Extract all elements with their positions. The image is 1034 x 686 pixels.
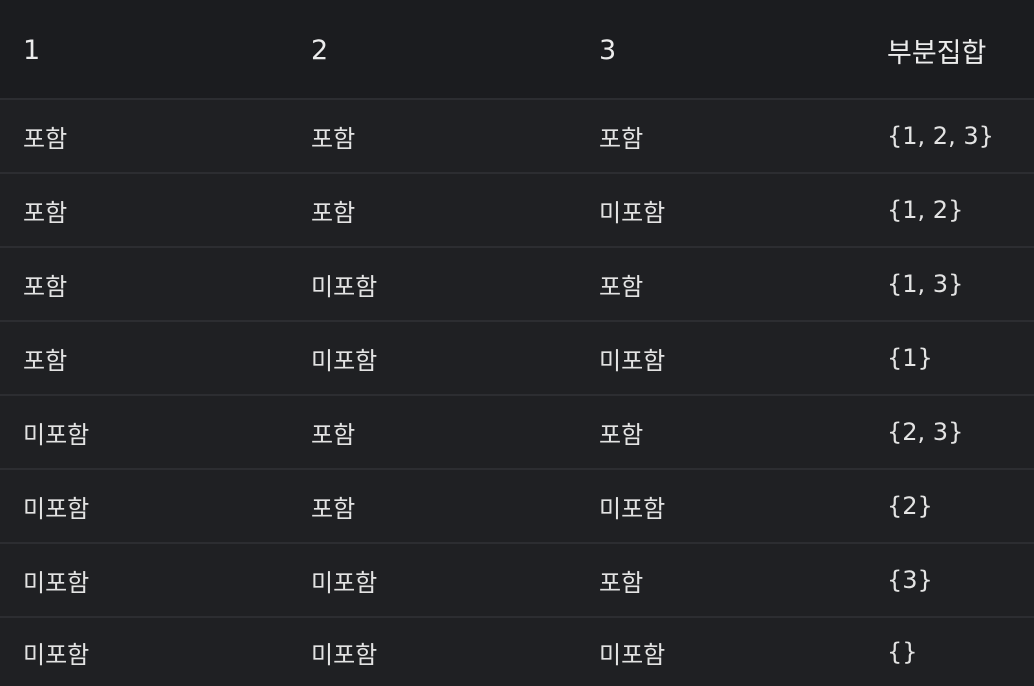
table-cell: 미포함	[23, 494, 90, 523]
header-cell-3: 3	[599, 34, 617, 66]
table-cell: {3}	[887, 566, 933, 594]
table-cell: 미포함	[599, 640, 666, 669]
header-cell-subset: 부분집합	[887, 37, 987, 69]
table-cell: 포함	[599, 420, 644, 449]
table-cell: 포함	[23, 272, 68, 301]
table-cell: 포함	[311, 124, 356, 153]
table-cell: 미포함	[599, 198, 666, 227]
table-row: 미포함 미포함 포함 {3}	[0, 544, 1034, 618]
table-row: 포함 미포함 미포함 {1}	[0, 322, 1034, 396]
table-cell: {1, 2, 3}	[887, 122, 994, 150]
table-cell: 미포함	[311, 346, 378, 375]
table-row: 포함 미포함 포함 {1, 3}	[0, 248, 1034, 322]
table-cell: {1, 2}	[887, 196, 964, 224]
table-cell: 포함	[311, 198, 356, 227]
table-cell: 미포함	[23, 568, 90, 597]
table-cell: {2, 3}	[887, 418, 964, 446]
table-cell: 포함	[23, 346, 68, 375]
table-cell: {}	[887, 638, 918, 666]
table-cell: 미포함	[23, 640, 90, 669]
table-cell: 포함	[599, 272, 644, 301]
table-cell: 미포함	[23, 420, 90, 449]
table-cell: 미포함	[311, 640, 378, 669]
table-cell: 포함	[311, 494, 356, 523]
header-cell-2: 2	[311, 34, 329, 66]
table-cell: 미포함	[311, 272, 378, 301]
table-cell: 포함	[23, 124, 68, 153]
table-cell: 미포함	[599, 346, 666, 375]
table-cell: 포함	[23, 198, 68, 227]
table-cell: {1}	[887, 344, 933, 372]
table-row: 포함 포함 미포함 {1, 2}	[0, 174, 1034, 248]
table-cell: 포함	[311, 420, 356, 449]
table-cell: 포함	[599, 568, 644, 597]
table-row: 포함 포함 포함 {1, 2, 3}	[0, 100, 1034, 174]
table-cell: {2}	[887, 492, 933, 520]
table-cell: 미포함	[311, 568, 378, 597]
table-header-row: 1 2 3 부분집합	[0, 0, 1034, 100]
table-cell: {1, 3}	[887, 270, 964, 298]
table-row: 미포함 미포함 미포함 {}	[0, 618, 1034, 686]
table-row: 미포함 포함 미포함 {2}	[0, 470, 1034, 544]
header-cell-1: 1	[23, 34, 41, 66]
table-cell: 포함	[599, 124, 644, 153]
table-cell: 미포함	[599, 494, 666, 523]
table-row: 미포함 포함 포함 {2, 3}	[0, 396, 1034, 470]
